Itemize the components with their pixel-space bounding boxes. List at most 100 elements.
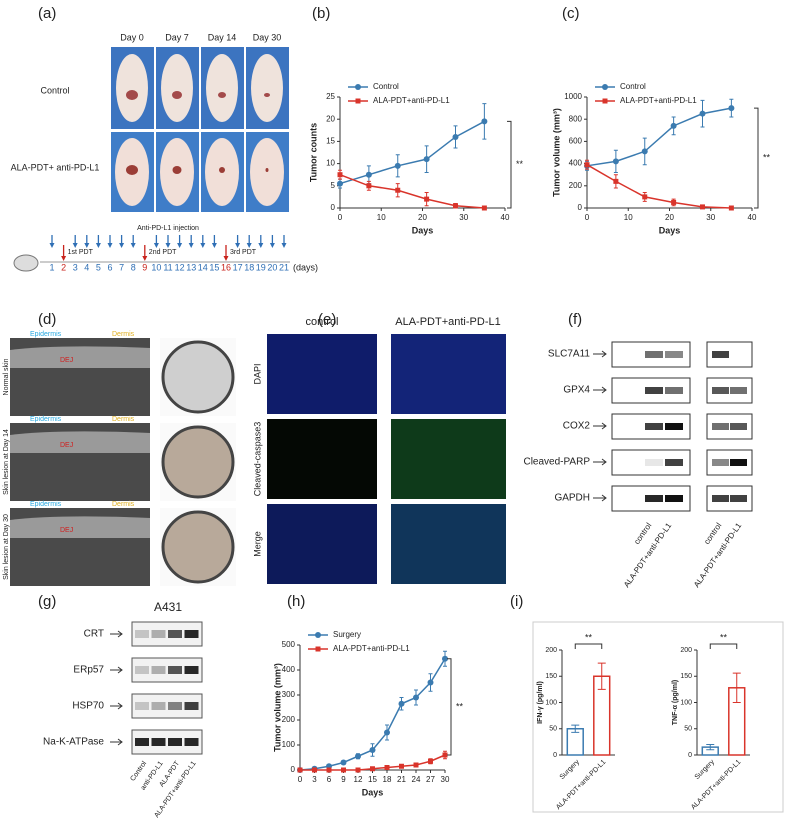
protein-label: ERp57	[73, 665, 104, 676]
timeline-day: 5	[96, 262, 101, 272]
y-tick-label: 150	[545, 673, 557, 680]
point	[642, 194, 648, 200]
arrow	[110, 738, 123, 746]
point	[641, 148, 648, 155]
row-label: DAPI	[252, 363, 262, 384]
point	[700, 204, 705, 210]
error-bar	[571, 724, 580, 733]
point	[602, 98, 608, 104]
lesion	[218, 92, 226, 98]
x-tick-label: 15	[368, 775, 377, 784]
arrow-head	[211, 243, 217, 248]
timeline-day: 2	[61, 262, 66, 272]
point	[384, 765, 390, 770]
point	[424, 196, 430, 202]
series-line	[339, 120, 485, 185]
timeline-day: 14	[198, 262, 208, 272]
protein-label: GPX4	[563, 385, 590, 396]
protein-label: Na-K-ATPase	[43, 737, 104, 748]
point	[428, 758, 433, 764]
band	[151, 738, 166, 746]
point	[699, 110, 706, 117]
timeline-day: 10	[151, 262, 161, 272]
dermoscopy	[161, 425, 235, 499]
band	[135, 666, 149, 674]
point	[297, 767, 303, 773]
y-tick-label: 100	[545, 699, 557, 706]
arrow	[110, 666, 123, 674]
point	[452, 133, 459, 140]
lesion	[172, 166, 182, 174]
column-label: control	[305, 316, 338, 328]
band	[645, 387, 663, 394]
series-line	[339, 173, 485, 209]
band	[730, 459, 747, 466]
timeline-day: 12	[175, 262, 185, 272]
error-bar	[732, 672, 741, 703]
dermoscopy	[161, 510, 235, 584]
row-label: ALA-PDT+ anti-PD-L1	[11, 162, 100, 172]
legend-label: Surgery	[333, 630, 361, 639]
timeline-day: 20	[267, 262, 277, 272]
band	[151, 666, 166, 674]
point	[315, 632, 321, 638]
skin-surface	[10, 516, 150, 538]
arrow-head	[200, 243, 206, 248]
y-tick-label: 25	[326, 92, 335, 101]
y-tick-label: 200	[569, 181, 583, 190]
arrow-head	[246, 243, 252, 248]
pdt-label: 2nd PDT	[149, 249, 177, 256]
y-tick-label: 50	[684, 726, 692, 733]
band	[645, 495, 663, 502]
mouse-body	[206, 54, 238, 122]
point	[355, 98, 361, 104]
row-label: Cleaved-caspase3	[252, 422, 262, 497]
protein-label: COX2	[563, 421, 591, 432]
protein-label: CRT	[84, 629, 104, 640]
panel-label: (c)	[562, 5, 580, 22]
panel-label: (i)	[510, 593, 523, 610]
band	[712, 387, 729, 394]
dej-label: DEJ	[60, 357, 73, 364]
band	[665, 423, 683, 430]
arrow-head	[107, 243, 113, 248]
significance: **	[763, 152, 771, 162]
timeline-day: 8	[131, 262, 136, 272]
point	[584, 162, 590, 168]
significance: **	[516, 159, 524, 169]
legend-label: ALA-PDT+anti-PD-L1	[373, 96, 450, 105]
y-tick-label: 100	[680, 699, 692, 706]
y-tick-label: 0	[291, 765, 296, 774]
point	[394, 162, 401, 169]
panel-label: (d)	[38, 311, 56, 328]
x-axis-label: Days	[412, 225, 434, 235]
y-tick-label: 500	[282, 640, 296, 649]
band	[665, 351, 683, 358]
y-tick-label: 100	[282, 740, 296, 749]
band	[665, 459, 683, 466]
point	[442, 655, 448, 662]
band	[730, 423, 747, 430]
x-tick-label: 40	[501, 213, 510, 222]
row-label: Control	[40, 85, 69, 95]
timeline-day: 11	[163, 262, 172, 272]
arrow-head	[95, 243, 101, 248]
epidermis-label: Epidermis	[30, 331, 62, 338]
if-image	[391, 419, 506, 499]
timeline-day: 6	[107, 262, 112, 272]
lesion	[264, 93, 270, 97]
row-label: Skin lesion at Day 30	[3, 514, 10, 580]
point	[399, 763, 404, 769]
y-tick-label: 1000	[564, 92, 582, 101]
arrow	[593, 458, 607, 466]
x-tick-label: 30	[459, 213, 468, 222]
point	[369, 747, 376, 753]
x-tick-label: 12	[354, 775, 363, 784]
timeline-day: 4	[84, 262, 89, 272]
y-tick-label: 400	[569, 159, 583, 168]
x-tick-label: 21	[397, 775, 406, 784]
unit-label: (days)	[293, 262, 318, 272]
panel-label: (h)	[287, 593, 305, 610]
band	[184, 702, 199, 710]
series-line	[586, 107, 732, 167]
